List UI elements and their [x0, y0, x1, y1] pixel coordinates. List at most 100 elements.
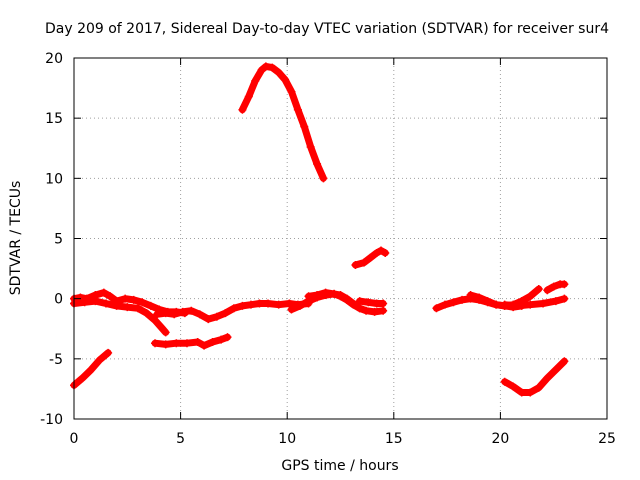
- data-point: [161, 328, 170, 337]
- y-tick-label: 0: [54, 292, 63, 308]
- data-point: [151, 316, 160, 325]
- data-point: [295, 301, 304, 310]
- series-arc-13: [500, 294, 569, 310]
- data-point: [274, 300, 283, 309]
- plot-frame: [73, 57, 608, 420]
- data-point: [229, 304, 238, 313]
- data-point: [153, 310, 162, 319]
- data-point: [372, 248, 381, 257]
- data-point: [351, 260, 360, 269]
- data-point: [157, 323, 166, 332]
- data-point: [285, 299, 294, 308]
- data-point: [458, 295, 467, 304]
- data-point: [170, 310, 179, 319]
- data-point: [560, 357, 569, 366]
- data-point: [306, 143, 315, 152]
- data-point: [321, 288, 330, 297]
- data-point: [80, 298, 89, 307]
- data-point: [87, 365, 96, 374]
- data-point: [221, 309, 230, 318]
- data-point: [99, 288, 108, 297]
- data-point: [146, 301, 155, 310]
- grid: [74, 58, 607, 419]
- data-point: [355, 304, 364, 313]
- data-point: [261, 62, 270, 71]
- data-point: [551, 365, 560, 374]
- series-arc-04: [151, 333, 232, 350]
- data-point: [238, 301, 247, 310]
- y-tick-label: 20: [45, 51, 63, 67]
- data-point: [500, 377, 509, 386]
- data-point: [287, 87, 296, 96]
- data-point: [483, 297, 492, 306]
- data-point: [133, 304, 142, 313]
- data-point: [255, 299, 264, 308]
- data-point: [313, 159, 322, 168]
- series-trace: [238, 62, 327, 182]
- data-point: [500, 300, 509, 309]
- x-tick-label: 10: [278, 431, 296, 447]
- y-tick-label: 10: [45, 171, 63, 187]
- data-point: [526, 388, 535, 397]
- data-point: [264, 299, 273, 308]
- data-point: [121, 294, 130, 303]
- data-point: [91, 297, 100, 306]
- data-point: [212, 312, 221, 321]
- data-point: [534, 383, 543, 392]
- x-axis-label: GPS time / hours: [281, 458, 398, 474]
- data-point: [549, 282, 558, 291]
- data-point: [543, 286, 552, 295]
- data-point: [274, 68, 283, 77]
- data-point: [551, 297, 560, 306]
- data-point: [539, 299, 548, 308]
- series-trace: [501, 357, 568, 396]
- data-point: [172, 339, 181, 348]
- series-arc-03: [70, 297, 170, 337]
- data-point: [106, 292, 115, 301]
- data-point: [492, 300, 501, 309]
- y-axis-label: SDTVAR / TECUs: [8, 181, 24, 296]
- data-point: [304, 292, 313, 301]
- data-point: [466, 291, 475, 300]
- data-point: [101, 299, 110, 308]
- y-tick-label: 5: [54, 232, 63, 248]
- data-point: [543, 374, 552, 383]
- data-point: [182, 339, 191, 348]
- series-arc-06: [238, 62, 328, 183]
- chart-title: Day 209 of 2017, Sidereal Day-to-day VTE…: [45, 21, 609, 37]
- data-point: [379, 306, 388, 315]
- data-point: [370, 307, 379, 316]
- data-point: [364, 298, 373, 307]
- data-point: [319, 174, 328, 183]
- data-point: [223, 333, 232, 342]
- data-point: [217, 335, 226, 344]
- data-point: [432, 304, 441, 313]
- x-tick-label: 15: [385, 431, 403, 447]
- data-point: [204, 315, 213, 324]
- series-arc-08: [304, 288, 364, 313]
- data-point: [129, 295, 138, 304]
- data-point: [560, 294, 569, 303]
- data-point: [123, 303, 132, 312]
- data-point: [560, 280, 569, 289]
- x-tick-label: 25: [598, 431, 616, 447]
- data-series: [70, 62, 569, 397]
- series-arc-15: [500, 357, 569, 397]
- data-point: [187, 306, 196, 315]
- data-point: [95, 356, 104, 365]
- data-point: [161, 340, 170, 349]
- axis-ticks: 0 5 10 15 20 25 -10 -5 0 5 10 15 20: [40, 51, 616, 447]
- data-point: [526, 300, 535, 309]
- data-point: [246, 300, 255, 309]
- data-point: [342, 295, 351, 304]
- data-point: [112, 301, 121, 310]
- data-point: [377, 246, 386, 255]
- data-point: [534, 285, 543, 294]
- x-tick-label: 5: [176, 431, 185, 447]
- data-point: [509, 382, 518, 391]
- data-point: [517, 388, 526, 397]
- data-point: [293, 105, 302, 114]
- data-point: [526, 292, 535, 301]
- data-point: [313, 291, 322, 300]
- series-arc-05: [153, 299, 313, 324]
